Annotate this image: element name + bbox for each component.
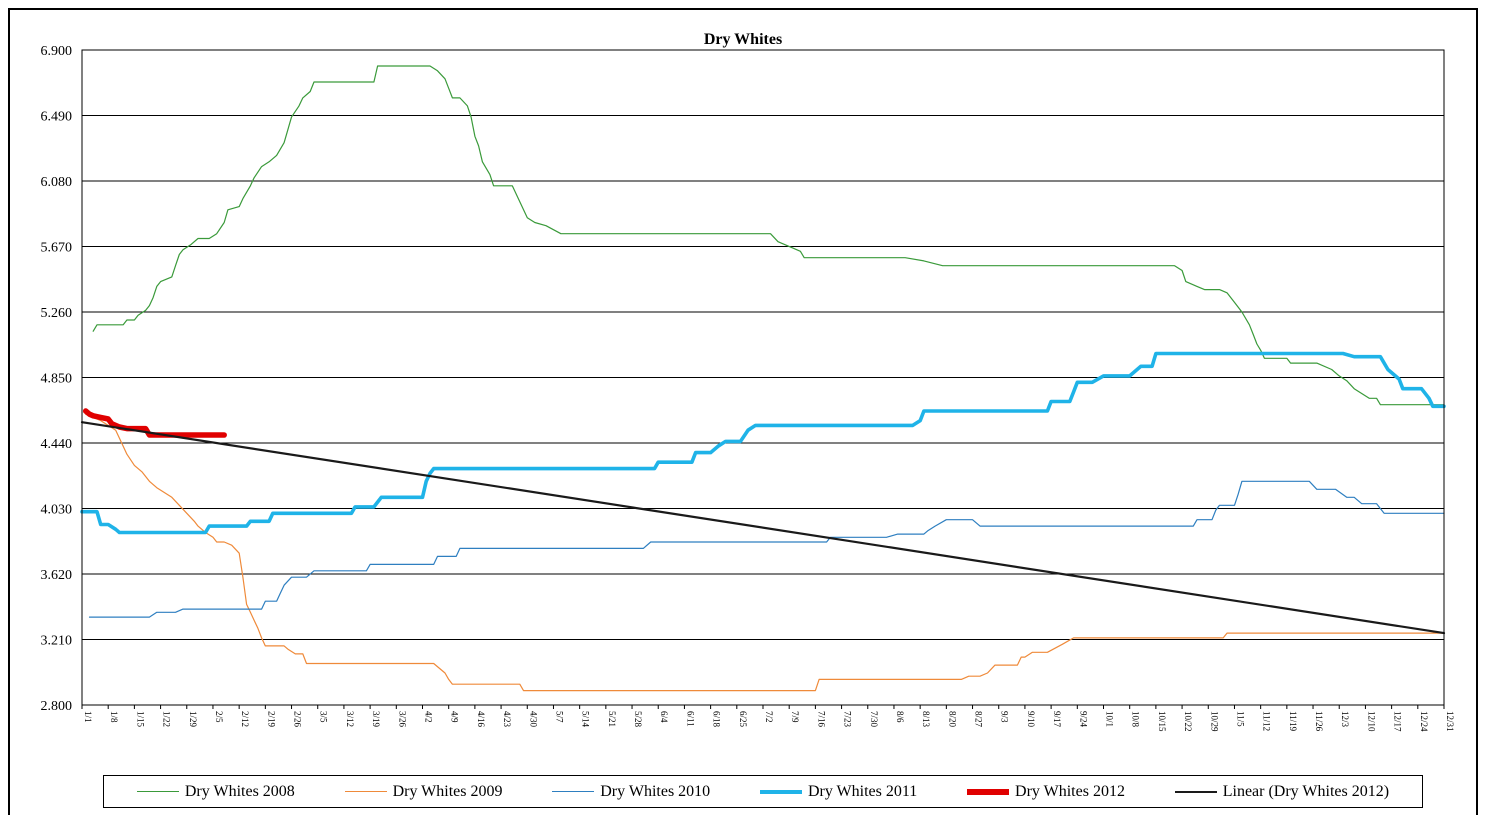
legend-swatch (1174, 790, 1217, 793)
series-line-2 (88, 480, 1445, 618)
x-tick-label: 11/19 (1288, 711, 1298, 732)
legend-label: Dry Whites 2012 (1015, 782, 1125, 800)
x-tick-label: 2/12 (240, 711, 250, 727)
legend-item: Dry Whites 2009 (344, 782, 503, 801)
y-tick-label: 3.620 (41, 568, 73, 583)
y-tick-label: 5.260 (41, 306, 73, 321)
chart-title: Dry Whites (704, 31, 782, 48)
legend-item: Dry Whites 2012 (967, 783, 1125, 801)
x-tick-label: 6/4 (659, 711, 669, 723)
x-tick-label: 3/5 (319, 711, 329, 723)
x-tick-label: 8/20 (947, 711, 957, 728)
series-line-3 (80, 351, 1446, 535)
x-tick-label: 11/26 (1314, 711, 1324, 732)
legend: Dry Whites 2008 Dry Whites 2009 Dry Whites… (103, 775, 1423, 808)
x-tick-label: 1/15 (135, 711, 145, 728)
x-tick-label: 6/11 (685, 711, 695, 727)
y-tick-label: 6.900 (41, 44, 73, 59)
y-tick-label: 6.080 (41, 175, 73, 190)
x-tick-label: 7/2 (764, 711, 774, 723)
x-tick-label: 9/10 (1026, 711, 1036, 728)
y-tick-label: 2.800 (41, 699, 73, 714)
x-tick-label: 10/29 (1209, 711, 1219, 732)
x-tick-label: 12/31 (1445, 711, 1455, 732)
series-line-4 (82, 408, 227, 438)
x-tick-label: 2/19 (266, 711, 276, 728)
x-tick-label: 1/29 (188, 711, 198, 728)
legend-item: Dry Whites 2008 (136, 782, 295, 801)
x-tick-label: 1/1 (83, 711, 93, 723)
x-tick-label: 7/23 (843, 711, 853, 728)
x-tick-label: 2/5 (214, 711, 224, 723)
x-tick-label: 12/10 (1366, 711, 1376, 732)
x-tick-label: 10/8 (1131, 711, 1141, 728)
x-tick-label: 11/5 (1235, 711, 1245, 727)
legend-swatch (967, 788, 1010, 795)
x-tick-label: 9/24 (1078, 711, 1088, 728)
x-tick-label: 1/22 (162, 711, 172, 727)
legend-swatch (136, 791, 179, 792)
legend-swatch (552, 791, 595, 792)
x-tick-label: 8/6 (895, 711, 905, 723)
x-tick-label: 6/25 (738, 711, 748, 728)
x-tick-label: 2/26 (293, 711, 303, 728)
x-tick-label: 7/16 (816, 711, 826, 728)
x-tick-label: 7/30 (869, 711, 879, 728)
y-tick-label: 3.210 (41, 634, 73, 649)
series-line-1 (85, 413, 1445, 692)
legend-item: Dry Whites 2011 (759, 782, 918, 801)
legend-label: Dry Whites 2011 (807, 782, 918, 800)
legend-swatch (344, 791, 387, 792)
x-axis-ticks: 1/1 1/8 1/15 1/22 1/29 2/5 2/12 2/19 2/26 3/5 3/12… (81, 705, 1455, 732)
x-tick-label: 12/24 (1419, 711, 1429, 732)
x-tick-label: 4/30 (528, 711, 538, 728)
x-tick-label: 3/12 (345, 711, 355, 727)
x-tick-label: 5/21 (607, 711, 617, 727)
x-tick-label: 9/3 (1000, 711, 1010, 723)
chart-frame (8, 8, 1478, 815)
y-tick-label: 4.440 (41, 437, 73, 452)
x-tick-label: 4/23 (502, 711, 512, 728)
legend-label: Dry Whites 2008 (184, 782, 295, 800)
legend-label: Dry Whites 2009 (392, 782, 503, 800)
x-tick-label: 11/12 (1262, 711, 1272, 731)
legend-item: Linear (Dry Whites 2012) (1174, 782, 1390, 801)
x-tick-label: 10/22 (1183, 711, 1193, 732)
x-tick-label: 9/17 (1052, 711, 1062, 728)
y-tick-label: 4.030 (41, 503, 73, 518)
x-tick-label: 4/2 (424, 711, 434, 723)
x-tick-label: 7/9 (790, 711, 800, 723)
legend-label: Linear (Dry Whites 2012) (1222, 782, 1390, 800)
legend-label: Dry Whites 2010 (600, 782, 711, 800)
y-axis-ticks: 6.900 6.490 6.080 5.670 5.260 4.850 4.440 4.030… (41, 44, 73, 714)
x-tick-label: 10/15 (1157, 711, 1167, 732)
gridlines (82, 49, 1444, 706)
x-tick-label: 3/26 (397, 711, 407, 728)
x-tick-label: 12/3 (1340, 711, 1350, 728)
x-tick-label: 4/9 (450, 711, 460, 723)
x-tick-label: 5/7 (554, 711, 564, 723)
x-tick-label: 6/18 (712, 711, 722, 728)
x-tick-label: 8/27 (974, 711, 984, 728)
series-lines (80, 65, 1446, 692)
x-tick-label: 4/16 (476, 711, 486, 728)
x-tick-label: 5/28 (633, 711, 643, 728)
legend-item: Dry Whites 2010 (552, 783, 710, 801)
x-tick-label: 5/14 (581, 711, 591, 728)
x-tick-label: 1/8 (109, 711, 119, 723)
x-tick-label: 12/17 (1393, 711, 1403, 732)
x-tick-label: 10/1 (1105, 711, 1115, 727)
x-tick-label: 3/19 (371, 711, 381, 728)
x-tick-label: 8/13 (921, 711, 931, 728)
y-tick-label: 5.670 (41, 241, 73, 256)
series-line-5 (80, 421, 1446, 635)
y-tick-label: 4.850 (41, 372, 73, 387)
y-tick-label: 6.490 (41, 110, 73, 125)
series-line-0 (92, 65, 1445, 406)
plot-area-border (81, 49, 1445, 706)
legend-swatch (759, 789, 802, 794)
